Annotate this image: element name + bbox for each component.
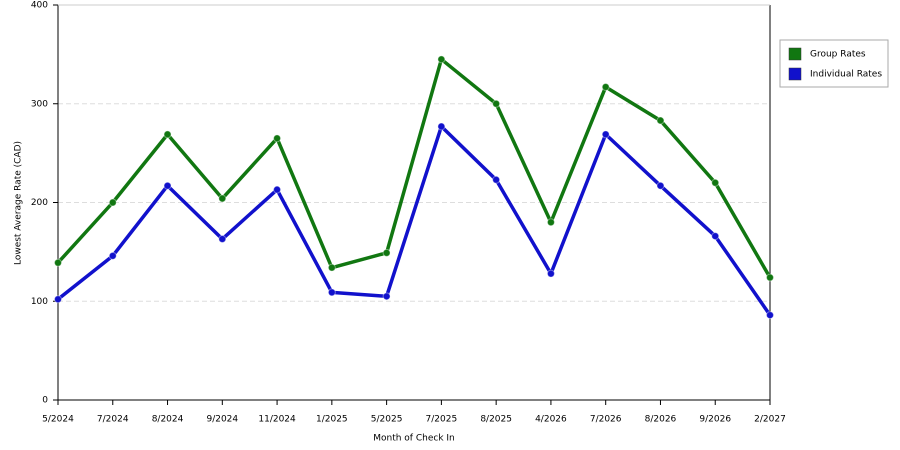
data-point [711,232,720,241]
x-tick-label: 5/2024 [42,415,74,425]
legend-label: Individual Rates [810,70,882,80]
x-tick-label: 8/2026 [645,415,677,425]
data-point [327,288,336,297]
data-point [492,99,501,108]
data-point [108,251,117,260]
data-point [382,292,391,301]
x-axis-label: Month of Check In [373,434,455,444]
x-tick-label: 2/2027 [754,415,786,425]
y-axis-label: Lowest Average Rate (CAD) [14,141,24,265]
data-point [601,130,610,139]
x-tick-label: 5/2025 [371,415,403,425]
data-point [218,194,227,203]
x-tick-label: 7/2025 [426,415,458,425]
x-tick-label: 1/2025 [316,415,348,425]
x-tick-label: 8/2025 [480,415,512,425]
legend-swatch [788,47,802,61]
data-point [656,181,665,190]
x-tick-label: 11/2024 [258,415,296,425]
data-point [437,122,446,131]
data-point [766,311,774,320]
data-point [273,185,282,194]
data-point [163,181,172,190]
y-tick-label: 200 [31,198,48,208]
y-tick-label: 300 [31,99,48,109]
y-tick-label: 100 [31,297,48,307]
series-line [56,57,772,279]
data-point [546,269,555,278]
x-tick-label: 8/2024 [152,415,184,425]
data-point [382,248,391,257]
data-point [492,175,501,184]
x-tick-label: 9/2026 [699,415,731,425]
legend-label: Group Rates [810,50,866,60]
data-point [218,235,227,244]
data-point [437,55,446,64]
data-point [273,134,282,143]
data-point [108,198,117,207]
series-line [56,124,772,317]
data-point [54,258,62,267]
x-tick-label: 7/2024 [97,415,129,425]
legend-swatch [788,67,802,81]
x-tick-label: 4/2026 [535,415,567,425]
data-point [766,273,774,282]
data-point [327,263,336,272]
data-point [656,116,665,125]
data-point [601,82,610,91]
data-point [163,130,172,139]
y-tick-label: 400 [31,1,48,11]
y-tick-label: 0 [42,396,48,406]
data-point [546,218,555,227]
x-tick-label: 7/2026 [590,415,622,425]
data-point [711,178,720,187]
x-tick-label: 9/2024 [206,415,238,425]
data-point [54,295,62,304]
